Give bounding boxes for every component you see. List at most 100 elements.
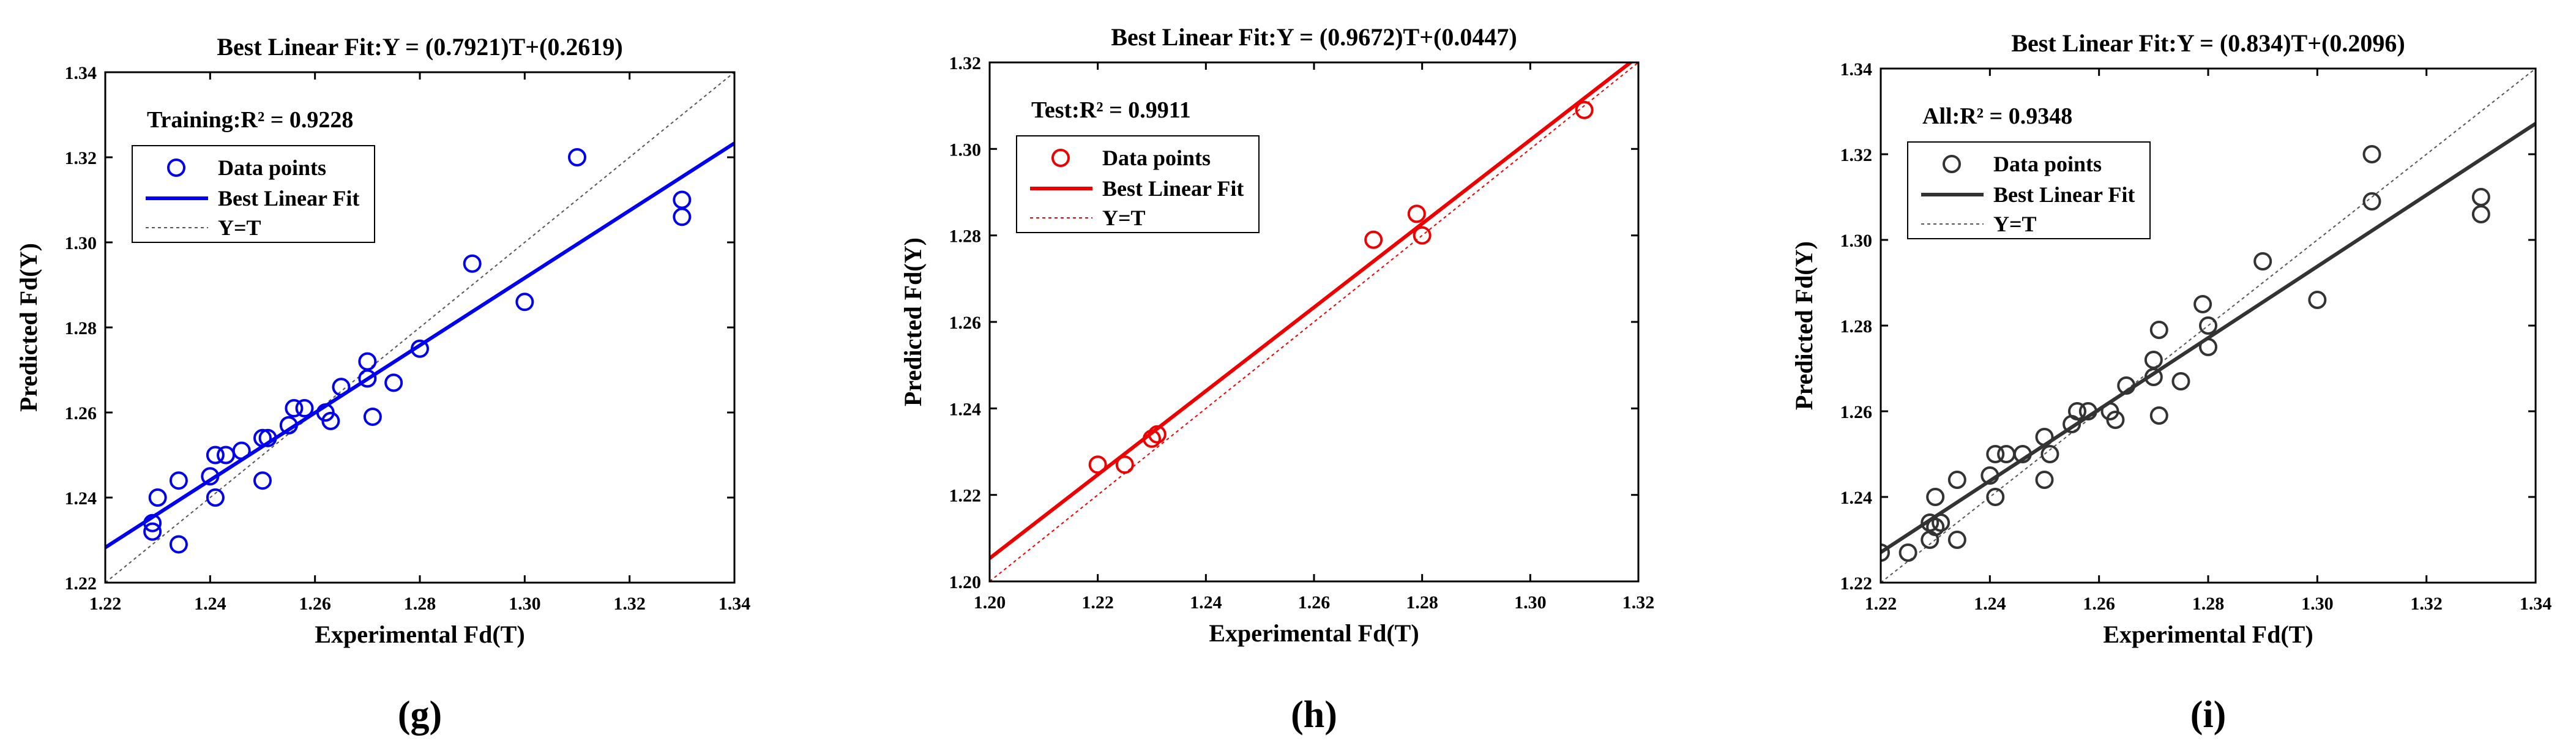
x-tick-label: 1.24: [194, 594, 226, 614]
plot-area: [1881, 69, 2536, 583]
data-point: [358, 352, 377, 371]
legend-entry: Best Linear Fit: [218, 186, 359, 211]
x-tick-label: 1.24: [1974, 594, 2006, 614]
legend-entry: Y=T: [218, 215, 261, 240]
legend-entry: Data points: [1102, 146, 1211, 170]
data-point: [169, 471, 188, 490]
data-point: [2013, 445, 2032, 463]
data-point: [2362, 145, 2381, 163]
data-point: [2193, 295, 2212, 313]
data-point: [1413, 226, 1432, 245]
y-tick-label: 1.26: [1840, 402, 1873, 422]
data-point: [232, 441, 251, 460]
data-point: [2253, 252, 2272, 271]
chart-title: Best Linear Fit:Y = (0.834)T+(0.2096): [2011, 29, 2405, 57]
data-point: [206, 488, 225, 507]
data-point: [201, 467, 220, 486]
data-point: [1947, 471, 1966, 489]
x-tick-label: 1.24: [1190, 592, 1222, 613]
data-point: [2199, 316, 2217, 335]
fit-line: [105, 141, 734, 550]
plot-frame: [104, 71, 736, 584]
data-point: [2149, 321, 2168, 339]
y-axis-label: Predicted Fd(Y): [1790, 241, 1818, 410]
y-tick-label: 1.24: [65, 488, 97, 509]
legend: Data points Best Linear Fit Y=T: [1907, 141, 2151, 239]
x-tick-label: 1.28: [1406, 592, 1438, 613]
y-axis-label: Predicted Fd(Y): [899, 237, 927, 406]
data-point: [1947, 531, 1966, 549]
data-point: [143, 513, 162, 532]
data-point: [2362, 192, 2381, 211]
x-tick-label: 1.30: [509, 594, 541, 614]
panel-label: (i): [2190, 694, 2227, 736]
data-point: [332, 378, 351, 397]
x-tick-label: 1.22: [1081, 592, 1114, 613]
data-point: [1986, 445, 2005, 463]
chart-panel-1: Best Linear Fit:Y = (0.7921)T+(0.2619) 1.…: [15, 33, 750, 736]
data-point: [295, 399, 314, 418]
x-tick-label: 1.22: [1865, 594, 1897, 614]
y-tick-label: 1.28: [1840, 316, 1873, 337]
x-tick-label: 1.32: [1622, 592, 1655, 613]
data-point: [258, 428, 277, 447]
y-tick-label: 1.34: [1840, 59, 1873, 80]
x-tick-label: 1.20: [974, 592, 1006, 613]
panel-label: (g): [398, 694, 442, 736]
legend-entry: Data points: [1993, 152, 2102, 176]
identity-line: [990, 62, 1638, 581]
data-point: [463, 254, 482, 273]
legend-entry: Best Linear Fit: [1993, 182, 2135, 207]
chart-panel-2: Best Linear Fit:Y = (0.9672)T+(0.0447) 1.…: [899, 23, 1654, 736]
data-point: [1997, 445, 2016, 463]
legend-marker-points: [1943, 155, 1961, 173]
data-point: [2471, 205, 2490, 223]
x-axis-label: Experimental Fd(T): [1209, 619, 1419, 647]
y-tick-label: 1.22: [65, 573, 97, 594]
x-tick-label: 1.30: [2301, 594, 2334, 614]
x-tick-label: 1.22: [89, 594, 122, 614]
data-point: [279, 416, 298, 435]
y-tick-label: 1.30: [65, 233, 97, 253]
data-point: [143, 522, 162, 541]
r2-label: All:R² = 0.9348: [1922, 103, 2072, 129]
data-point: [321, 411, 340, 430]
x-tick-label: 1.30: [1514, 592, 1547, 613]
plot-frame: [1880, 67, 2537, 584]
x-axis-label: Experimental Fd(T): [2103, 621, 2313, 648]
y-tick-label: 1.20: [949, 572, 982, 592]
y-axis-label: Predicted Fd(Y): [15, 243, 42, 412]
data-point: [384, 373, 403, 392]
data-point: [217, 446, 236, 465]
data-point: [2171, 372, 2190, 390]
data-point: [2035, 471, 2054, 489]
legend-entry: Y=T: [1993, 212, 2037, 236]
x-tick-label: 1.34: [719, 594, 751, 614]
data-point: [2144, 351, 2163, 369]
data-point: [1981, 466, 1999, 485]
y-tick-label: 1.34: [65, 63, 97, 83]
plot-frame: [988, 61, 1640, 583]
panel-label: (h): [1291, 694, 1337, 736]
plot-area: [990, 62, 1638, 581]
x-axis-label: Experimental Fd(T): [315, 621, 525, 648]
data-point: [253, 471, 272, 490]
data-point: [1932, 513, 1951, 532]
data-point: [358, 369, 377, 388]
data-point: [2106, 411, 2125, 429]
y-tick-label: 1.22: [949, 486, 982, 506]
data-point: [2040, 445, 2059, 463]
identity-line: [1881, 69, 2536, 583]
y-tick-label: 1.26: [65, 403, 97, 424]
x-tick-label: 1.28: [404, 594, 436, 614]
y-tick-label: 1.28: [949, 226, 982, 247]
data-point: [2035, 428, 2054, 446]
data-point: [1881, 543, 1890, 562]
data-point: [1926, 518, 1945, 536]
data-point: [2308, 291, 2327, 309]
x-tick-label: 1.28: [2192, 594, 2225, 614]
x-tick-label: 1.26: [299, 594, 331, 614]
plot-area: [105, 72, 734, 583]
fit-line: [990, 62, 1634, 560]
